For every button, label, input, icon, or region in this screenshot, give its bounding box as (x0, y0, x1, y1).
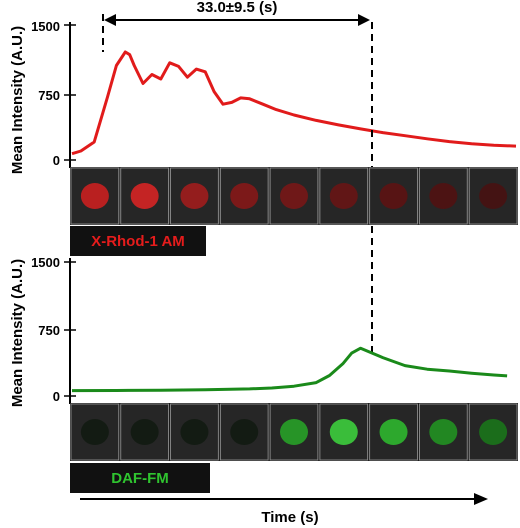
time-axis-label: Time (s) (261, 509, 318, 526)
red-cell-frame (269, 167, 319, 225)
bottom-frames (70, 403, 518, 461)
bottom-tick-label-0: 0 (53, 389, 60, 404)
green-cell-frame (170, 403, 219, 461)
green-cell-frame (219, 403, 269, 461)
bottom-tick-label-750: 750 (38, 323, 60, 338)
red-cell-frame (170, 167, 219, 225)
red-cell-frame (319, 167, 369, 225)
green-cell-frame (269, 403, 319, 461)
green-cell-frame (468, 403, 518, 461)
bottom-series-line (71, 346, 508, 393)
green-cell-frame (70, 403, 120, 461)
top-tick-label-750: 750 (38, 88, 60, 103)
interval-arrow-left-head (104, 14, 116, 26)
interval-arrow-right-head (358, 14, 370, 26)
red-cell-frame (70, 167, 120, 225)
green-cell-frame (419, 403, 468, 461)
interval-annotation: 33.0±9.5 (s) (197, 0, 278, 16)
bottom-tick-label-1500: 1500 (31, 255, 60, 270)
top-series-label: X-Rhod-1 AM (91, 233, 185, 250)
red-cell-frame (419, 167, 468, 225)
top-label-box (70, 226, 206, 256)
top-series-line (71, 50, 517, 156)
top-y-axis-label: Mean Intensity (A.U.) (9, 26, 26, 174)
time-arrow-head (474, 493, 488, 505)
red-cell-frame (120, 167, 169, 225)
top-tick-label-0: 0 (53, 153, 60, 168)
top-tick-label-1500: 1500 (31, 19, 60, 34)
red-cell-frame (468, 167, 518, 225)
green-cell-frame (369, 403, 418, 461)
red-cell-frame (369, 167, 418, 225)
green-cell-frame (319, 403, 369, 461)
top-frames (70, 167, 518, 225)
red-cell-frame (219, 167, 269, 225)
green-cell-frame (120, 403, 169, 461)
bottom-y-axis-label: Mean Intensity (A.U.) (9, 259, 26, 407)
bottom-series-label: DAF-FM (111, 470, 168, 487)
bottom-label-box (70, 463, 210, 493)
